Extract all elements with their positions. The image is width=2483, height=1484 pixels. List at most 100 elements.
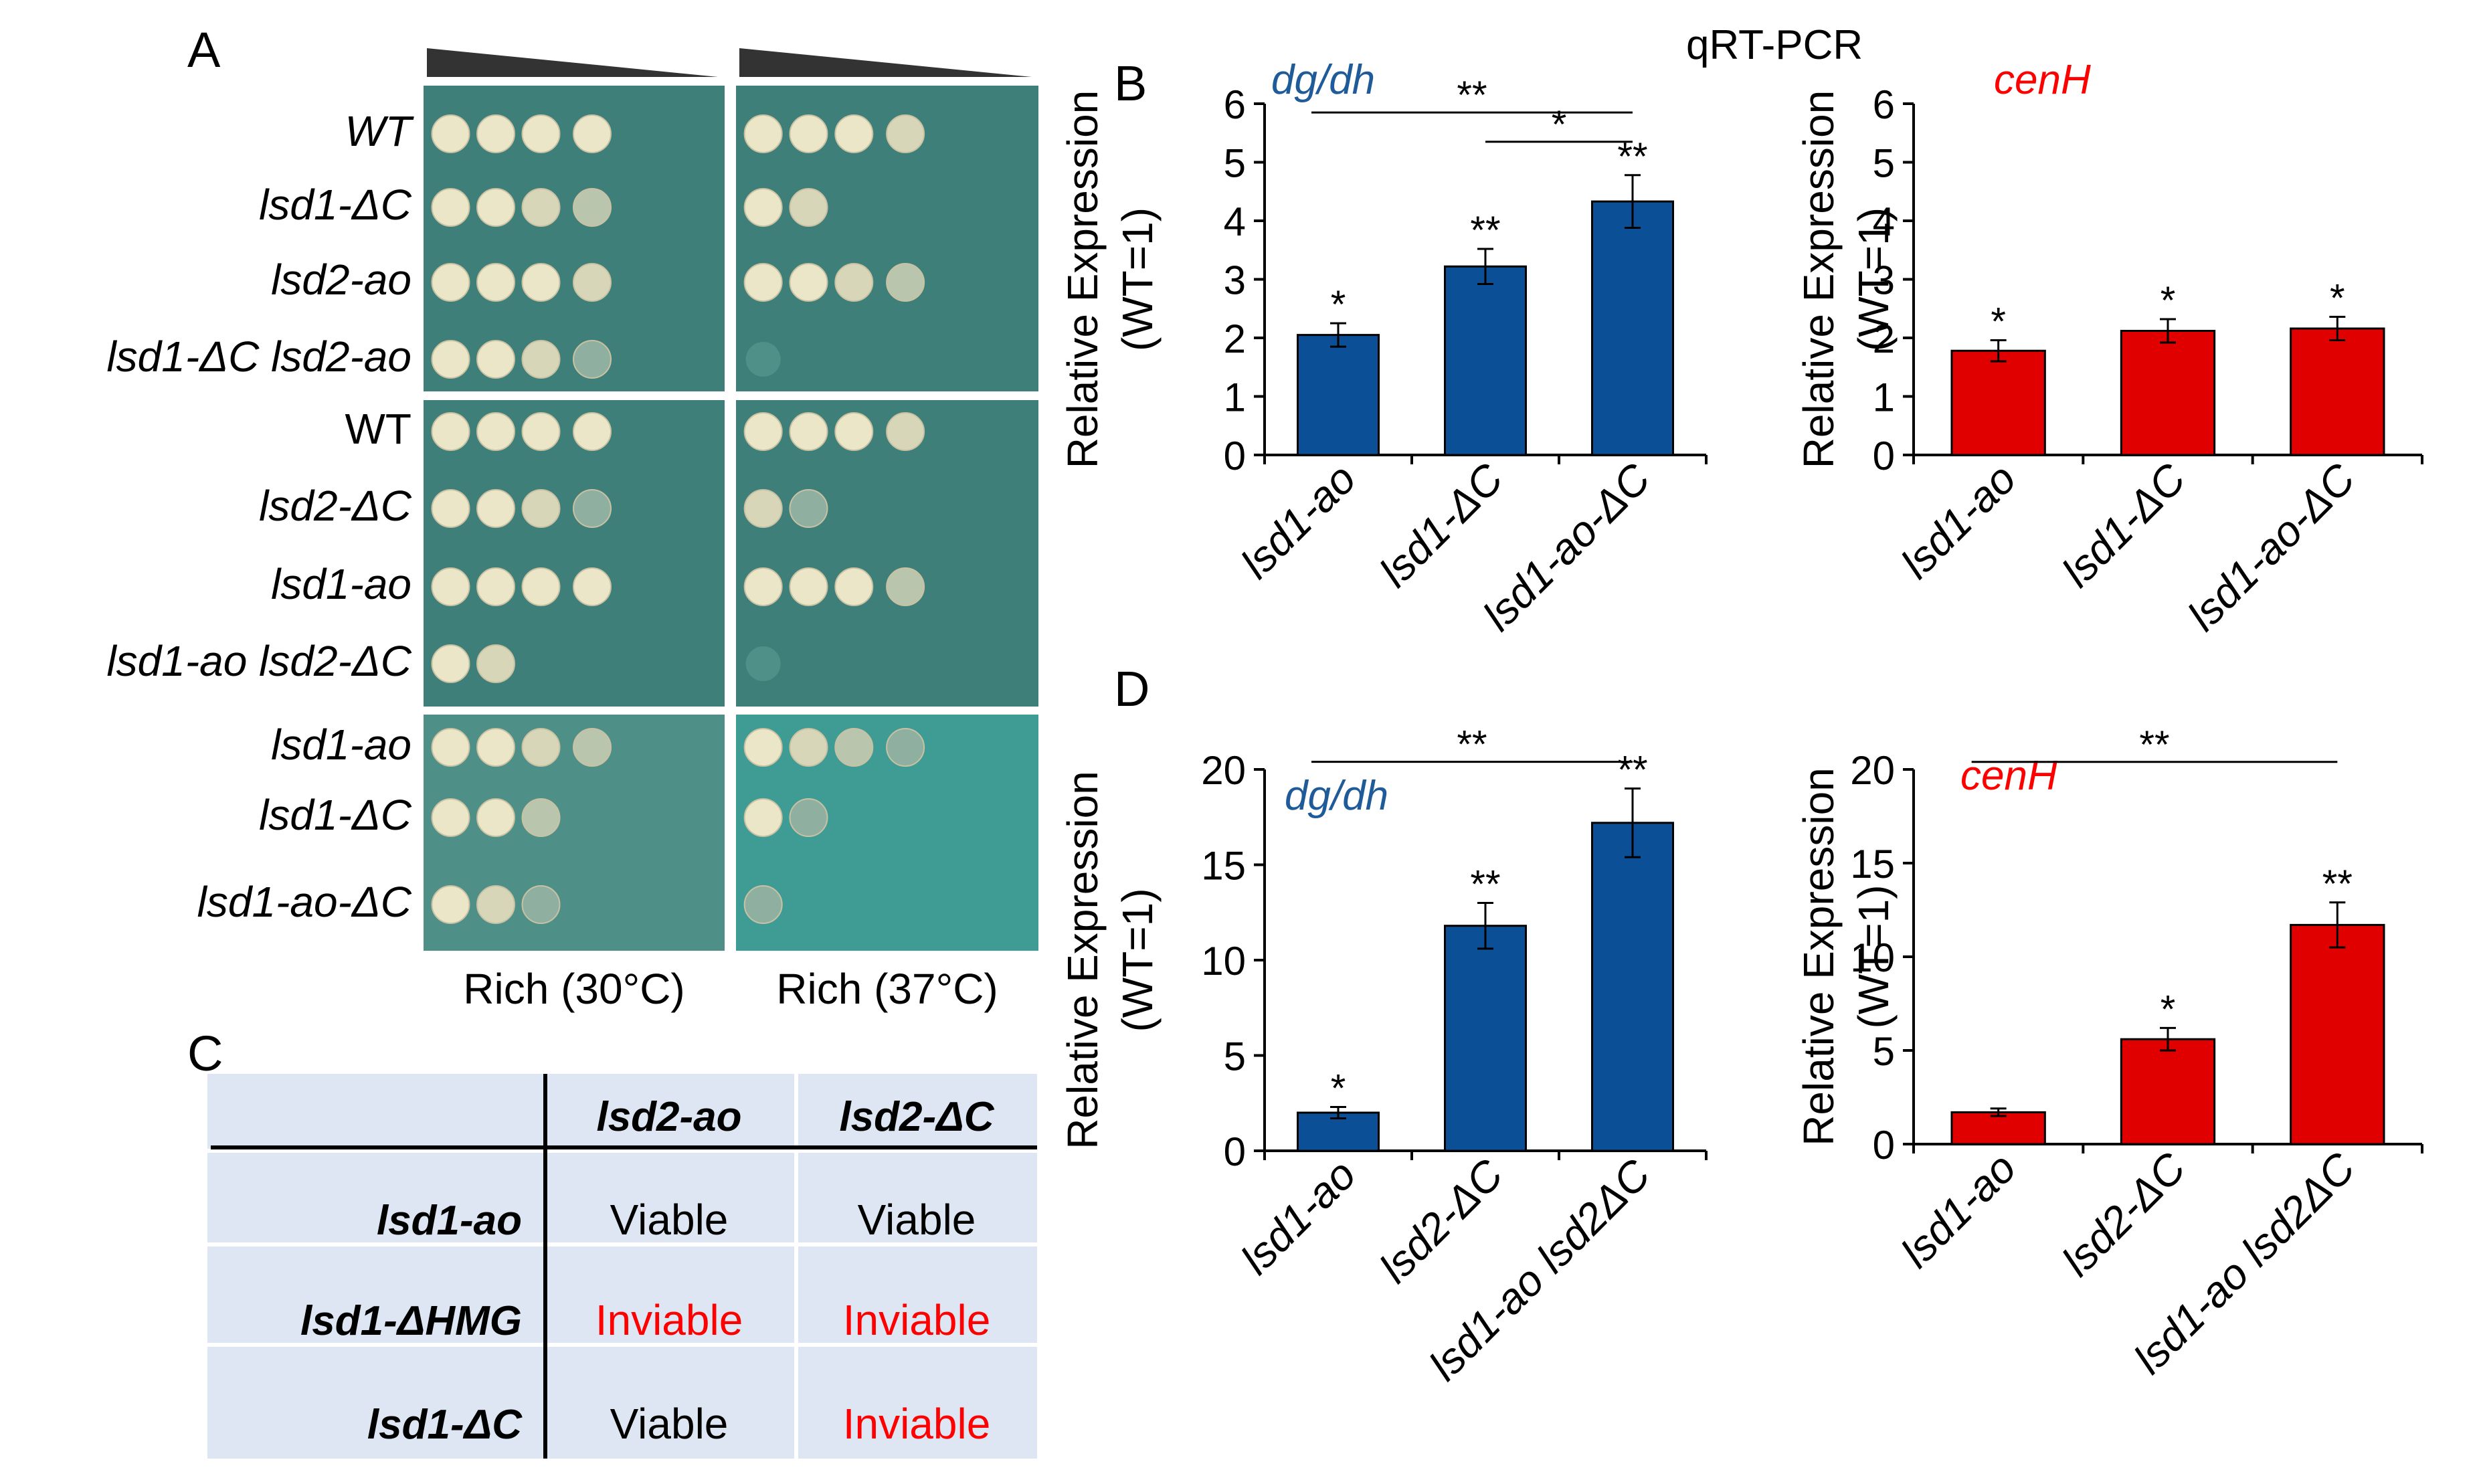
colony-spot (834, 114, 874, 153)
colony-spot (573, 728, 612, 767)
colony-spot (834, 412, 874, 451)
table-cell-viable: Viable (610, 1400, 729, 1448)
bar-chart-d-dg-dh: 0 5 10 15 20 Relative Expression (WT=1) dg/dh * l… (1059, 723, 1708, 1390)
strain-label: lsd1-ao (271, 560, 411, 608)
significance-mark: ** (2322, 862, 2353, 906)
colony-spot (886, 567, 925, 606)
header-qrtpcr: qRT-PCR (1686, 22, 1863, 68)
x-category-label: lsd2-ΔC (1370, 1149, 1513, 1292)
colony-spot (521, 263, 561, 302)
y-tick-label: 3 (1873, 258, 1895, 303)
significance-mark: ** (1617, 749, 1647, 792)
y-tick-label: 3 (1224, 258, 1246, 303)
strain-label: WT (345, 107, 414, 155)
colony-spot (521, 340, 561, 379)
colony-spot (834, 728, 874, 767)
strain-label: lsd1-ao (271, 721, 411, 769)
table-cell-inviable: Inviable (595, 1296, 743, 1344)
y-tick-label: 2 (1224, 316, 1246, 361)
bar (2120, 330, 2216, 456)
bar (1591, 822, 1674, 1152)
colony-spot (743, 188, 783, 227)
colony-spot (521, 798, 561, 837)
colony-spot (476, 885, 515, 924)
colony-spot (521, 885, 561, 924)
table-cell-viable: Viable (610, 1196, 729, 1244)
colony-spot (743, 567, 783, 606)
plate-30c (424, 400, 725, 707)
panel-letter-c: C (187, 1026, 223, 1081)
colony-spot (886, 263, 925, 302)
colony-spot (573, 412, 612, 451)
table-row-label: lsd1-ΔHMG (300, 1298, 522, 1344)
colony-spot (476, 567, 515, 606)
x-category-label: lsd1-ΔC (2053, 454, 2195, 596)
strain-label: lsd2-ao (271, 256, 411, 304)
bar (1444, 265, 1527, 456)
colony-spot (573, 263, 612, 302)
spot-faint (745, 646, 781, 681)
colony-spot (476, 489, 515, 528)
significance-mark: * (2330, 277, 2345, 320)
bracket-label: ** (1457, 74, 1487, 117)
colony-spot (476, 340, 515, 379)
significance-mark: ** (1470, 209, 1500, 252)
y-axis-label-line2: (WT=1) (1849, 207, 1898, 351)
significance-mark: * (1331, 1066, 1346, 1110)
colony-spot (521, 412, 561, 451)
y-tick-label: 15 (1850, 842, 1895, 887)
dilution-wedge (739, 48, 1032, 77)
strain-label: lsd1-ΔC lsd2-ao (106, 333, 411, 381)
strain-label: lsd2-ΔC (259, 482, 412, 530)
colony-spot (521, 188, 561, 227)
colony-spot (743, 263, 783, 302)
colony-spot (431, 340, 470, 379)
spot-assay-group: WT lsd1-ΔC lsd2-ao lsd1-ΔC lsd2-ao (106, 86, 1038, 391)
colony-spot (476, 412, 515, 451)
y-axis-label-line1: Relative Expression (1059, 90, 1107, 469)
strain-label: lsd1-ao lsd2-ΔC (106, 637, 411, 685)
y-tick-label: 10 (1850, 935, 1895, 980)
condition-label-30c: Rich (30°C) (463, 965, 684, 1013)
colony-spot (743, 728, 783, 767)
significance-mark: * (2160, 279, 2176, 322)
bar (2120, 1038, 2216, 1145)
table-col-header: lsd2-ΔC (839, 1094, 994, 1140)
table-cell-viable: Viable (858, 1196, 976, 1244)
bracket-label: * (1552, 103, 1567, 147)
strain-label: lsd1-ΔC (259, 791, 412, 839)
colony-spot (476, 188, 515, 227)
strain-label: lsd1-ΔC (259, 181, 412, 229)
colony-spot (789, 567, 828, 606)
colony-spot (743, 885, 783, 924)
colony-spot (431, 644, 470, 683)
x-category-label: lsd1-ΔC (1370, 454, 1513, 596)
colony-spot (573, 188, 612, 227)
colony-spot (789, 188, 828, 227)
y-axis-label-line1: Relative Expression (1059, 771, 1107, 1149)
significance-mark: * (2160, 988, 2176, 1031)
panel-letter-b: B (1114, 56, 1147, 111)
y-tick-label: 6 (1224, 82, 1246, 127)
colony-spot (743, 114, 783, 153)
colony-spot (743, 798, 783, 837)
y-tick-label: 2 (1873, 316, 1895, 361)
spot-assay-group: WT lsd2-ΔC lsd1-ao lsd1-ao lsd2-ΔC (106, 400, 1038, 707)
y-tick-label: 20 (1201, 748, 1246, 793)
colony-spot (521, 114, 561, 153)
panel-letter-d: D (1114, 661, 1149, 717)
y-axis-label: Relative Expression (WT=1) (1059, 771, 1162, 1149)
y-tick-label: 0 (1873, 434, 1895, 478)
table-row-label: lsd1-ao (377, 1198, 522, 1244)
y-tick-label: 10 (1201, 939, 1246, 984)
table-row-label: lsd1-ΔC (367, 1402, 523, 1448)
bar (1591, 200, 1674, 456)
y-axis-label-line2: (WT=1) (1113, 888, 1162, 1032)
plate-37c (736, 400, 1038, 707)
y-tick-label: 5 (1873, 141, 1895, 186)
colony-spot (476, 644, 515, 683)
bar (1950, 1111, 2046, 1145)
x-category-label: lsd1-ao (1232, 454, 1365, 587)
